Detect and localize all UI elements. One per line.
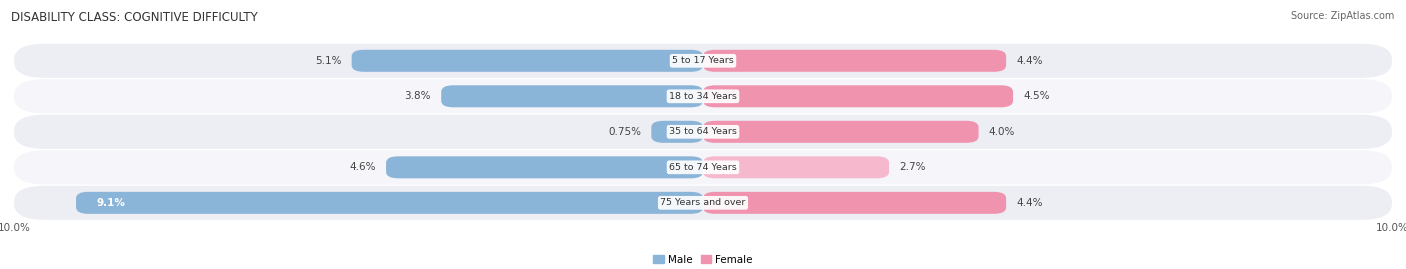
FancyBboxPatch shape: [14, 186, 1392, 220]
Text: 5 to 17 Years: 5 to 17 Years: [672, 56, 734, 65]
FancyBboxPatch shape: [14, 115, 1392, 149]
FancyBboxPatch shape: [703, 85, 1012, 107]
FancyBboxPatch shape: [703, 121, 979, 143]
Text: DISABILITY CLASS: COGNITIVE DIFFICULTY: DISABILITY CLASS: COGNITIVE DIFFICULTY: [11, 11, 257, 24]
FancyBboxPatch shape: [387, 156, 703, 178]
Legend: Male, Female: Male, Female: [654, 255, 752, 265]
Text: 4.4%: 4.4%: [1017, 56, 1043, 66]
Text: 65 to 74 Years: 65 to 74 Years: [669, 163, 737, 172]
Text: 3.8%: 3.8%: [405, 91, 430, 101]
FancyBboxPatch shape: [703, 156, 889, 178]
FancyBboxPatch shape: [14, 79, 1392, 113]
Text: 0.75%: 0.75%: [607, 127, 641, 137]
Text: 4.4%: 4.4%: [1017, 198, 1043, 208]
FancyBboxPatch shape: [703, 192, 1007, 214]
Text: 4.5%: 4.5%: [1024, 91, 1050, 101]
Text: 18 to 34 Years: 18 to 34 Years: [669, 92, 737, 101]
Text: 35 to 64 Years: 35 to 64 Years: [669, 127, 737, 136]
FancyBboxPatch shape: [14, 44, 1392, 78]
Text: 4.6%: 4.6%: [349, 162, 375, 172]
FancyBboxPatch shape: [703, 50, 1007, 72]
FancyBboxPatch shape: [76, 192, 703, 214]
Text: 4.0%: 4.0%: [988, 127, 1015, 137]
Text: 2.7%: 2.7%: [900, 162, 925, 172]
Text: 75 Years and over: 75 Years and over: [661, 198, 745, 207]
Text: Source: ZipAtlas.com: Source: ZipAtlas.com: [1291, 11, 1395, 21]
Text: 5.1%: 5.1%: [315, 56, 342, 66]
FancyBboxPatch shape: [14, 150, 1392, 184]
FancyBboxPatch shape: [651, 121, 703, 143]
Text: 9.1%: 9.1%: [97, 198, 125, 208]
FancyBboxPatch shape: [352, 50, 703, 72]
FancyBboxPatch shape: [441, 85, 703, 107]
